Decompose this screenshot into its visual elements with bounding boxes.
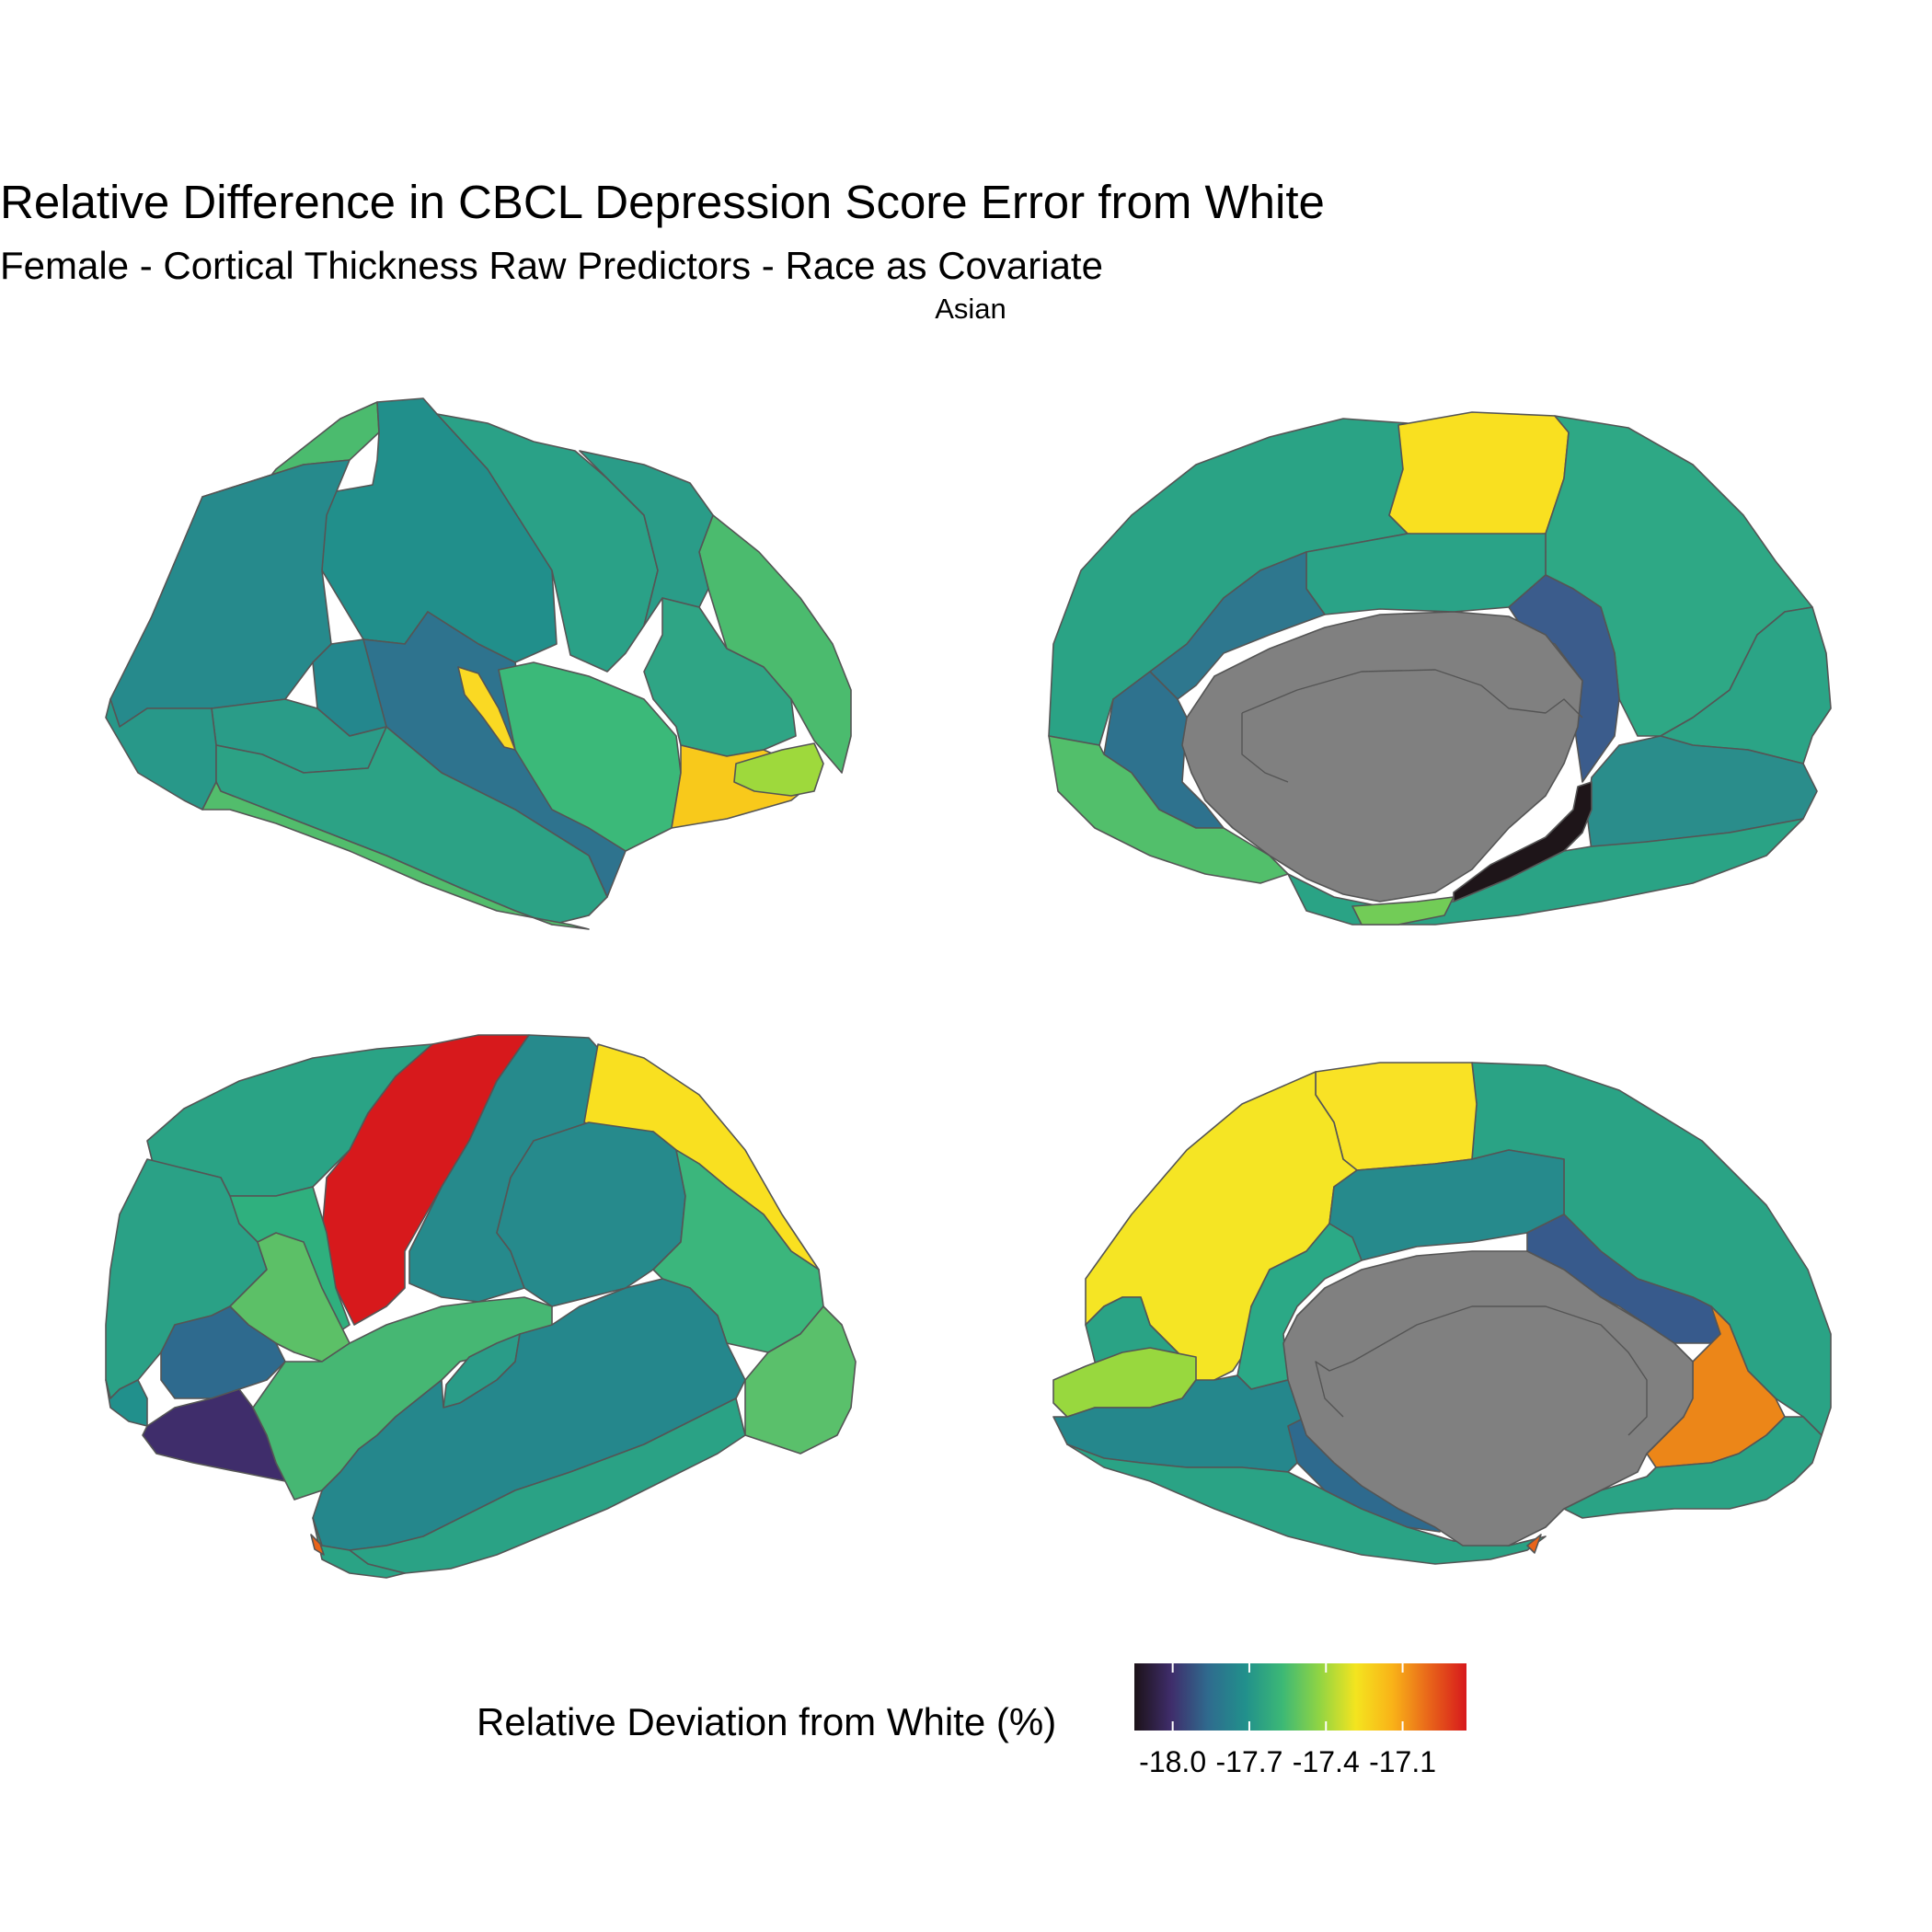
region: [1563, 1416, 1823, 1519]
region: [698, 514, 852, 774]
region: [1149, 551, 1326, 700]
region: [1351, 896, 1455, 926]
view-left-lateral: [105, 397, 852, 930]
legend-colorbar: [1134, 1663, 1466, 1731]
chart-subtitle: Female - Cortical Thickness Raw Predicto…: [0, 244, 1103, 287]
region: [349, 1397, 746, 1574]
region: [1282, 1250, 1694, 1547]
region: [733, 742, 824, 797]
region: [1305, 533, 1547, 615]
region: [1181, 611, 1583, 903]
region: [1508, 574, 1620, 783]
chart-title: Relative Difference in CBCL Depression S…: [0, 176, 1325, 228]
region: [1526, 1534, 1542, 1554]
region: [1388, 411, 1570, 539]
view-right-lateral: [105, 1034, 857, 1579]
view-left-medial: [1048, 411, 1832, 926]
region: [310, 1534, 325, 1556]
region: [252, 1296, 553, 1501]
region: [744, 1305, 857, 1455]
view-right-medial: [1052, 1062, 1832, 1565]
region: [312, 1517, 406, 1579]
legend-title: Relative Deviation from White (%): [477, 1700, 1057, 1743]
region: [109, 459, 351, 728]
region: [105, 1379, 148, 1427]
region: [457, 666, 516, 751]
region: [201, 781, 590, 930]
